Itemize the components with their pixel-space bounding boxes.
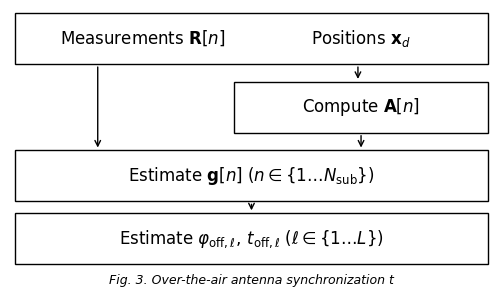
Text: Positions $\mathbf{x}_d$: Positions $\mathbf{x}_d$: [310, 28, 410, 49]
FancyBboxPatch shape: [15, 213, 488, 264]
Text: Compute $\mathbf{A}[n]$: Compute $\mathbf{A}[n]$: [302, 96, 420, 118]
FancyBboxPatch shape: [15, 13, 488, 64]
Text: Measurements $\mathbf{R}[n]$: Measurements $\mathbf{R}[n]$: [60, 29, 226, 48]
Text: Fig. 3. Over-the-air antenna synchronization t: Fig. 3. Over-the-air antenna synchroniza…: [109, 274, 394, 287]
Text: Estimate $\varphi_\mathrm{off,\ell},\, t_\mathrm{off,\ell}$ $(\ell \in \{1 \ldot: Estimate $\varphi_\mathrm{off,\ell},\, t…: [119, 228, 384, 249]
Text: Estimate $\mathbf{g}[n]$ $(n \in \{1 \ldots N_\mathrm{sub}\})$: Estimate $\mathbf{g}[n]$ $(n \in \{1 \ld…: [128, 165, 375, 187]
FancyBboxPatch shape: [15, 150, 488, 201]
FancyBboxPatch shape: [234, 82, 488, 133]
